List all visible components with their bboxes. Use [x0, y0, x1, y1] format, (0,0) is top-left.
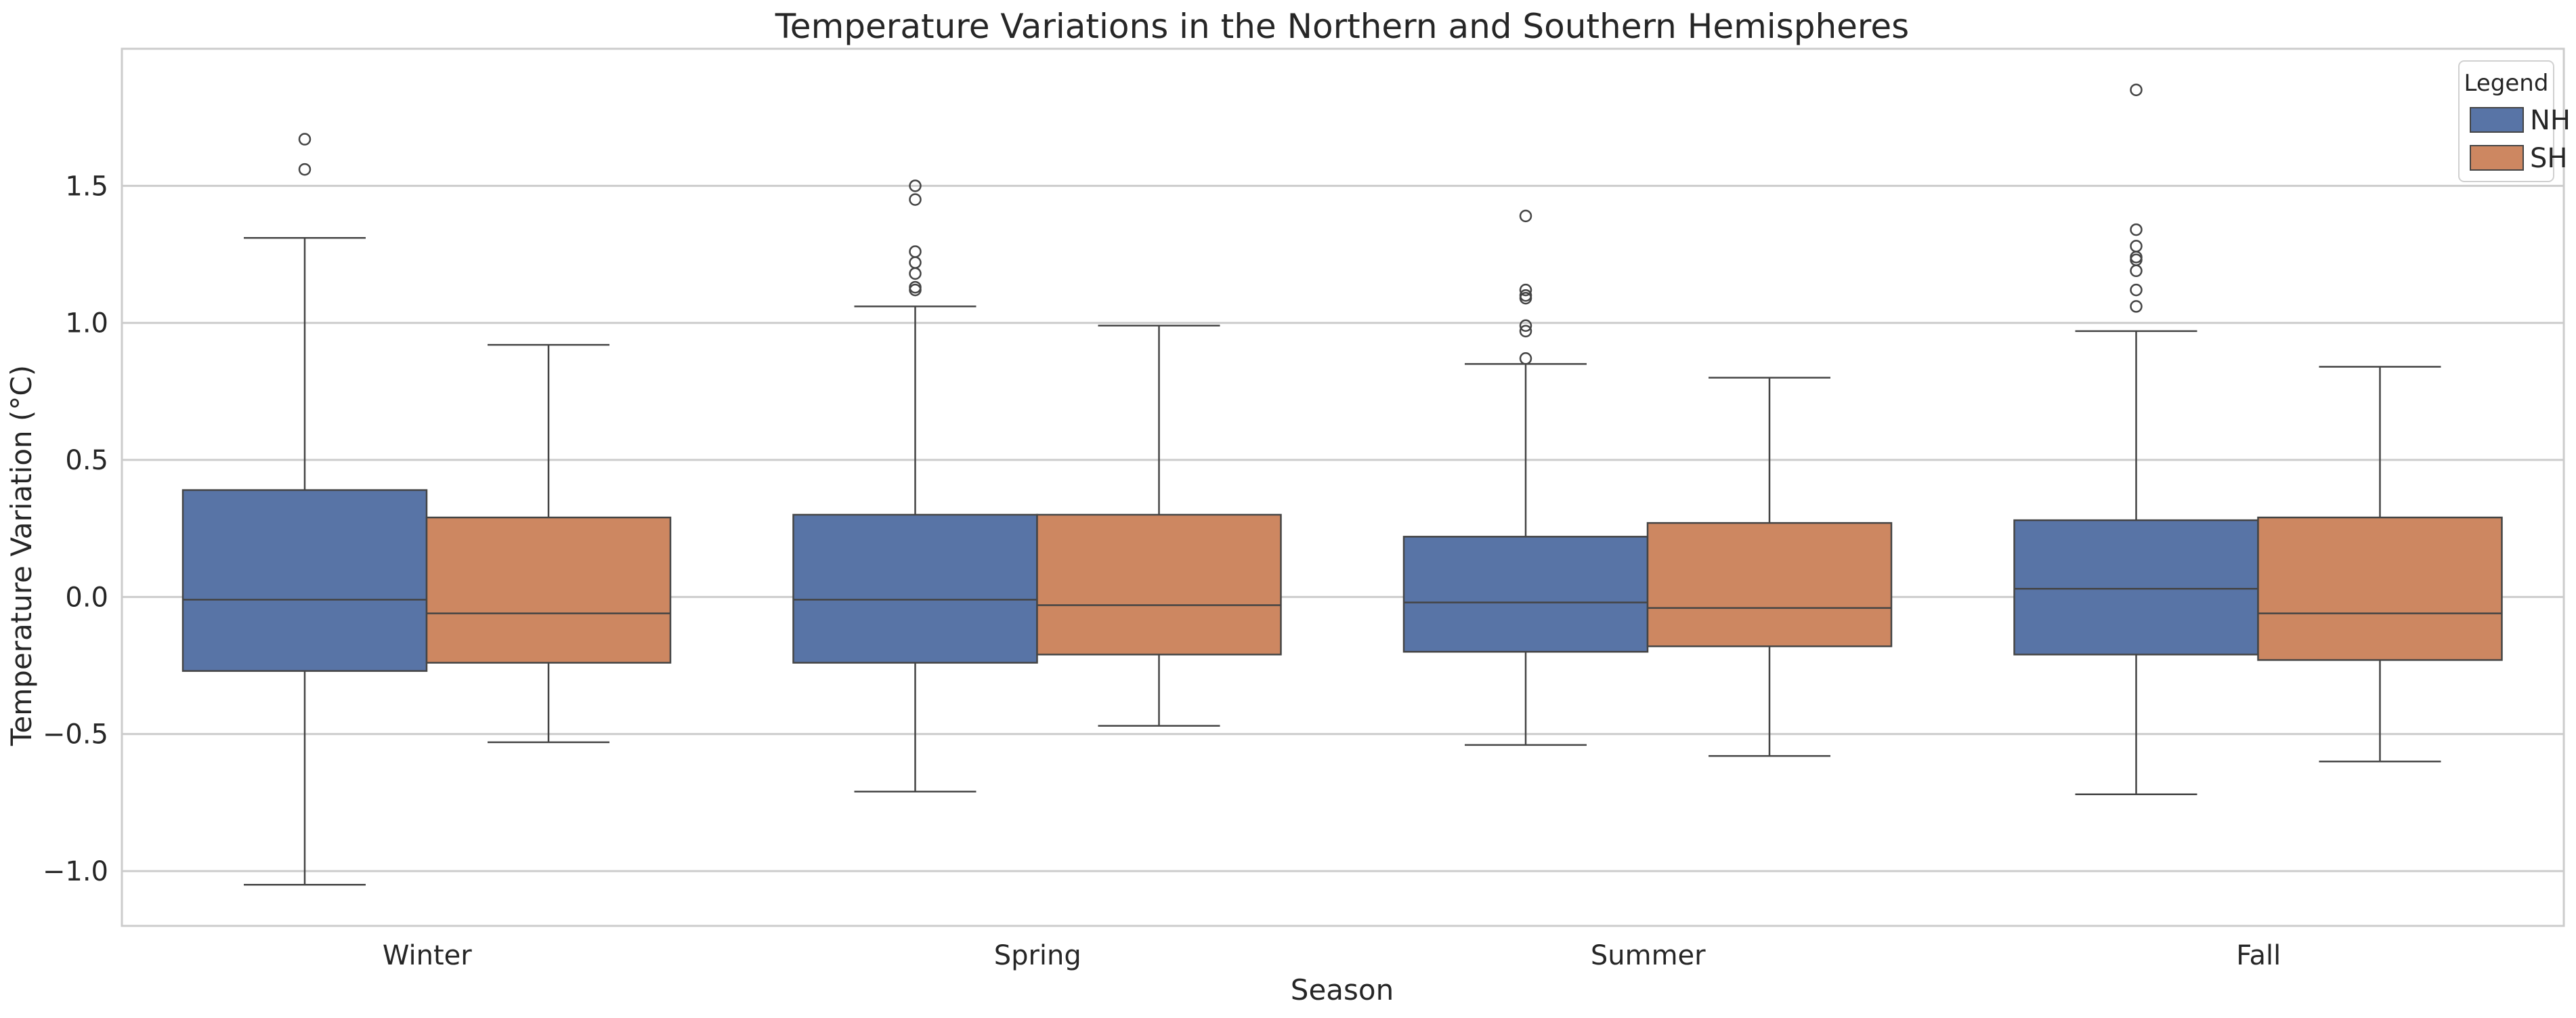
iqr-box — [2013, 519, 2259, 656]
box-sh-summer — [1646, 377, 1893, 757]
box-sh-spring — [1036, 324, 1282, 727]
box-nh-fall — [2013, 83, 2259, 795]
legend-title: Legend — [2464, 70, 2549, 97]
box-nh-summer — [1402, 209, 1649, 746]
iqr-box — [181, 489, 428, 672]
outlier-point — [1519, 324, 1532, 338]
outlier-point — [1519, 289, 1532, 302]
y-axis-ticks: −1.0 −0.5 0.0 0.5 1.0 1.5 — [43, 171, 108, 887]
outlier-point — [2130, 83, 2143, 96]
legend: Legend NH SH — [2458, 60, 2571, 182]
legend-swatch-sh — [2470, 145, 2524, 171]
outlier-point — [909, 280, 922, 294]
legend-label-sh: SH — [2530, 143, 2567, 174]
y-tick-label: 0.0 — [65, 582, 108, 613]
outlier-point — [2130, 283, 2143, 297]
outlier-point — [298, 163, 312, 176]
y-tick-label: 1.0 — [65, 308, 108, 339]
outlier-point — [909, 245, 922, 258]
x-tick-label: Spring — [994, 940, 1081, 971]
y-tick-label: −1.0 — [43, 856, 108, 887]
iqr-box — [425, 516, 672, 664]
legend-label-nh: NH — [2530, 105, 2571, 136]
outlier-point — [909, 193, 922, 206]
x-tick-label: Winter — [383, 940, 472, 971]
outlier-point — [1519, 283, 1532, 297]
iqr-box — [792, 513, 1038, 664]
x-axis-label: Season — [1291, 973, 1394, 1006]
x-tick-label: Fall — [2236, 940, 2281, 971]
box-sh-fall — [2257, 366, 2503, 763]
box-nh-spring — [792, 179, 1038, 792]
y-tick-label: −0.5 — [43, 719, 108, 750]
iqr-box — [2257, 516, 2503, 661]
iqr-box — [1402, 536, 1649, 653]
outlier-point — [909, 179, 922, 192]
legend-swatch-nh — [2470, 107, 2524, 133]
box-sh-winter — [425, 343, 672, 744]
y-tick-label: 1.5 — [65, 171, 108, 202]
y-axis-label: Temperature Variation (°C) — [5, 365, 38, 746]
x-tick-label: Summer — [1591, 940, 1706, 971]
outlier-point — [298, 133, 312, 146]
iqr-box — [1646, 522, 1893, 648]
outlier-point — [2130, 240, 2143, 253]
outlier-point — [1519, 209, 1532, 223]
box-nh-winter — [181, 133, 428, 886]
outlier-point — [2130, 223, 2143, 236]
x-axis-ticks: Winter Spring Summer Fall — [383, 940, 2281, 971]
outlier-point — [1519, 352, 1532, 365]
plot-frame — [121, 47, 2565, 927]
outlier-point — [1519, 319, 1532, 332]
outlier-point — [2130, 300, 2143, 313]
chart-title: Temperature Variations in the Northern a… — [775, 7, 1909, 46]
iqr-box — [1036, 513, 1282, 656]
y-tick-label: 0.5 — [65, 445, 108, 476]
box-series — [181, 83, 2503, 886]
